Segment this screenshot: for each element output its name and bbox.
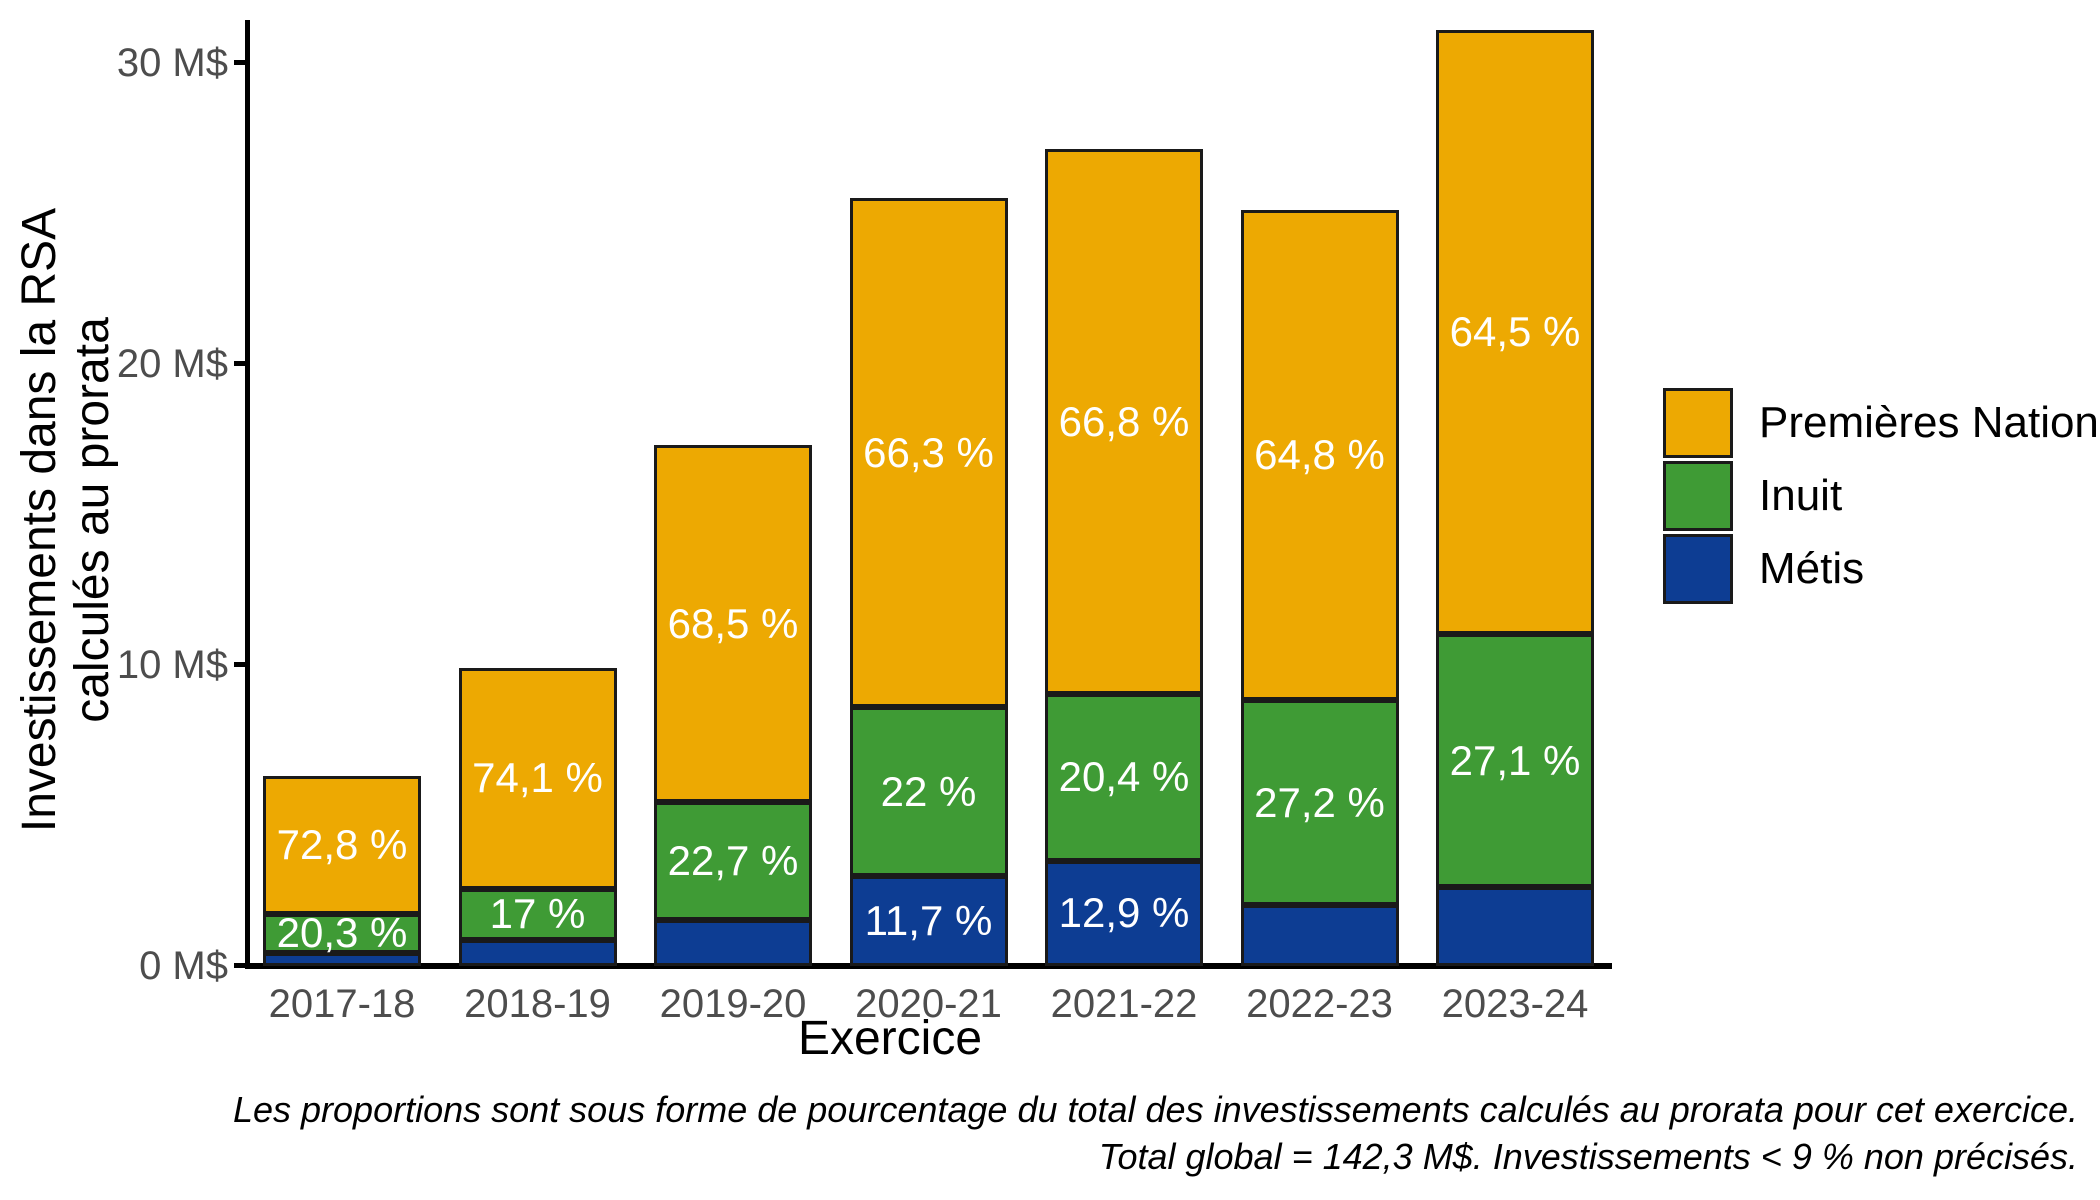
segment-percent-label: 64,5 % <box>1449 307 1581 355</box>
segment-percent-label: 22 % <box>880 767 977 815</box>
segment-percent-label: 64,8 % <box>1254 431 1385 479</box>
legend-label: Métis <box>1759 544 1865 593</box>
x-tick-label-2017-18: 2017-18 <box>268 982 416 1026</box>
bar-segment-premi-res-nations-2023-24: 64,5 % <box>1436 29 1594 634</box>
bar-segment-m-tis-2020-21: 11,7 % <box>849 876 1008 966</box>
x-tick-label-2018-19: 2018-19 <box>464 982 611 1026</box>
legend: Premières Nations Inuit Métis <box>1663 388 2100 607</box>
bar-segment-inuit-2019-20: 22,7 % <box>654 801 812 921</box>
bar-segment-m-tis-2021-22: 12,9 % <box>1045 860 1203 966</box>
y-axis-title-line1: Investissements dans la RSA <box>13 207 66 833</box>
bar-segment-inuit-2023-24: 27,1 % <box>1436 633 1594 888</box>
bar-segment-inuit-2020-21: 22 % <box>849 707 1008 877</box>
bar-segment-premi-res-nations-2017-18: 72,8 % <box>263 776 421 915</box>
segment-percent-label: 27,2 % <box>1254 778 1385 826</box>
segment-percent-label: 12,9 % <box>1058 889 1190 937</box>
bar-segment-inuit-2021-22: 20,4 % <box>1045 694 1203 861</box>
bar-segment-m-tis-2018-19 <box>458 939 617 966</box>
legend-item-m-tis: Métis <box>1663 534 2100 604</box>
bar-segment-inuit-2018-19: 17 % <box>458 888 617 940</box>
y-tick-mark <box>234 963 248 968</box>
bar-segment-premi-res-nations-2022-23: 64,8 % <box>1240 210 1399 700</box>
legend-swatch <box>1663 388 1733 458</box>
y-tick-label: 30 M$ <box>116 41 228 85</box>
y-tick-mark <box>234 361 248 366</box>
legend-item-premi-res-nations: Premières Nations <box>1663 388 2100 458</box>
x-tick-label-2022-23: 2022-23 <box>1246 982 1393 1026</box>
bar-segment-premi-res-nations-2019-20: 68,5 % <box>654 445 812 802</box>
bar-segment-premi-res-nations-2021-22: 66,8 % <box>1045 149 1203 695</box>
x-tick-label-2020-21: 2020-21 <box>855 982 1002 1026</box>
segment-percent-label: 20,4 % <box>1058 753 1190 801</box>
bar-segment-m-tis-2022-23 <box>1240 905 1399 966</box>
segment-percent-label: 27,1 % <box>1449 736 1581 784</box>
legend-item-inuit: Inuit <box>1663 461 2100 531</box>
y-tick-label: 10 M$ <box>116 643 228 687</box>
segment-percent-label: 20,3 % <box>276 909 408 957</box>
y-tick-mark <box>234 60 248 65</box>
y-axis-line <box>245 20 250 969</box>
legend-label: Premières Nations <box>1759 398 2100 447</box>
x-tick-label-2019-20: 2019-20 <box>659 982 807 1026</box>
y-axis-title: Investissements dans la RSA calculés au … <box>13 208 119 832</box>
segment-percent-label: 17 % <box>489 890 586 938</box>
bar-segment-premi-res-nations-2020-21: 66,3 % <box>849 198 1008 708</box>
caption-line2: Total global = 142,3 M$. Investissements… <box>1098 1136 2078 1177</box>
segment-percent-label: 11,7 % <box>864 897 993 945</box>
caption-line1: Les proportions sont sous forme de pourc… <box>232 1089 2078 1130</box>
bar-segment-m-tis-2019-20 <box>654 920 812 966</box>
bar-segment-inuit-2017-18: 20,3 % <box>263 909 421 957</box>
bar-segment-m-tis-2017-18 <box>263 952 421 966</box>
segment-percent-label: 22,7 % <box>667 837 799 885</box>
segment-percent-label: 66,8 % <box>1058 397 1190 445</box>
y-axis-title-line2: calculés au prorata <box>66 317 119 723</box>
x-tick-label-2023-24: 2023-24 <box>1441 982 1589 1026</box>
legend-swatch <box>1663 534 1733 604</box>
y-tick-label: 0 M$ <box>139 944 228 988</box>
bar-segment-premi-res-nations-2018-19: 74,1 % <box>458 668 617 889</box>
segment-percent-label: 68,5 % <box>667 599 799 647</box>
y-tick-mark <box>234 662 248 667</box>
x-axis-title: Exercice <box>797 1012 983 1065</box>
y-tick-label: 20 M$ <box>116 342 228 386</box>
legend-label: Inuit <box>1759 471 1843 520</box>
bar-segment-inuit-2022-23: 27,2 % <box>1240 699 1399 906</box>
bar-segment-m-tis-2023-24 <box>1436 887 1594 966</box>
segment-percent-label: 74,1 % <box>472 754 603 802</box>
x-tick-label-2021-22: 2021-22 <box>1050 982 1198 1026</box>
segment-percent-label: 72,8 % <box>276 821 408 869</box>
x-axis-line <box>245 963 1612 969</box>
segment-percent-label: 66,3 % <box>863 428 994 476</box>
legend-swatch <box>1663 461 1733 531</box>
caption: Les proportions sont sous forme de pourc… <box>118 1086 2078 1180</box>
